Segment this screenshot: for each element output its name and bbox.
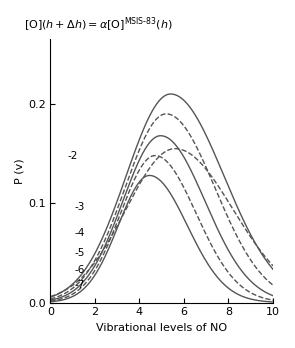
Text: -7: -7 <box>75 280 85 290</box>
Text: -6: -6 <box>75 265 85 275</box>
Text: -3: -3 <box>75 202 85 212</box>
Text: -4: -4 <box>75 228 85 238</box>
X-axis label: Vibrational levels of NO: Vibrational levels of NO <box>96 323 227 333</box>
Text: -5: -5 <box>75 248 85 258</box>
Text: $[\mathrm{O}](h+\Delta h)=\alpha[\mathrm{O}]^{\mathrm{MSIS\text{-}83}}(h)$: $[\mathrm{O}](h+\Delta h)=\alpha[\mathrm… <box>24 16 172 34</box>
Y-axis label: P (v): P (v) <box>15 158 25 184</box>
Text: -2: -2 <box>67 151 78 160</box>
